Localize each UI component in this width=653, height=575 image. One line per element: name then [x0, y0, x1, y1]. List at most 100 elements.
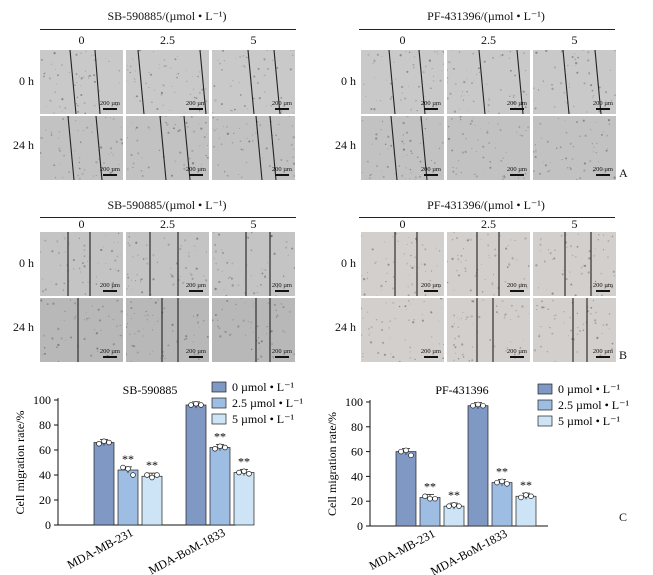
y-tick-label: 40 [39, 468, 51, 482]
data-point [193, 401, 199, 407]
rowA-sb-r0-c0-micrograph: 200 µm [40, 50, 123, 114]
rowB-right-row-24h: 24 h [335, 320, 356, 334]
rowA-pf-r0-c1-micrograph: 200 µm [447, 50, 530, 114]
rowB-pf-r0-c1-micrograph: 200 µm [447, 232, 530, 296]
significance-label: ** [424, 479, 436, 493]
rowB-pf-r1-c2-micrograph: 200 µm [533, 298, 616, 362]
rowB-sb-r1-c2-micrograph: 200 µm [212, 298, 295, 362]
bar-MDA-BoM-1833-1 [491, 482, 513, 527]
bar-MDA-MB-231-1 [419, 497, 441, 527]
scale-bar: 200 µm [186, 100, 206, 110]
data-point [241, 468, 247, 474]
rowA-left-row-24h: 24 h [13, 138, 34, 152]
rowB-right-row-0h: 0 h [341, 256, 356, 270]
y-tick-label: 20 [39, 493, 51, 507]
significance-label: ** [238, 454, 250, 468]
rowB-pf-r1-c0-micrograph: 200 µm [361, 298, 444, 362]
significance-label: ** [122, 452, 134, 466]
scale-bar: 200 µm [507, 348, 527, 358]
rowA-right-header: PF-431396/(µmol • L⁻¹) [427, 9, 545, 23]
scale-bar: 200 µm [593, 166, 613, 176]
scale-bar: 200 µm [593, 100, 613, 110]
significance-label: ** [520, 478, 532, 492]
rowB-sb-r0-c2-micrograph: 200 µm [212, 232, 295, 296]
scale-bar: 200 µm [421, 166, 441, 176]
scale-bar: 200 µm [593, 282, 613, 292]
bar-MDA-MB-231-0 [395, 451, 417, 527]
legend-entry: 2.5 µmol • L⁻¹ [558, 398, 629, 412]
legend-entry: 5 µmol • L⁻¹ [232, 412, 294, 426]
legend-entry: 2.5 µmol • L⁻¹ [232, 396, 303, 410]
y-tick-label: 60 [351, 445, 363, 459]
rowA-right-rule [359, 29, 615, 30]
category-label: MDA-BoM-1833 [428, 526, 509, 575]
chart-pf-431396: PF-431396 0 20 40 60 80 100 Cell migration rate… [325, 382, 629, 575]
scale-bar: 200 µm [100, 348, 120, 358]
scale-bar: 200 µm [100, 166, 120, 176]
bar-MDA-BoM-1833-1 [209, 447, 231, 526]
rowB-pf-r1-c1-micrograph: 200 µm [447, 298, 530, 362]
data-point [470, 402, 476, 409]
y-tick-label: 0 [45, 518, 51, 532]
scale-bar: 200 µm [421, 348, 441, 358]
rowA-right-row-24h: 24 h [335, 138, 356, 152]
legend-entry: 0 µmol • L⁻¹ [558, 382, 620, 396]
rowA-left-rule [40, 29, 296, 30]
scale-bar: 200 µm [507, 100, 527, 110]
data-point [403, 447, 409, 454]
rowB-pf-r0-c0-micrograph: 200 µm [361, 232, 444, 296]
scale-bar: 200 µm [421, 282, 441, 292]
data-point [106, 439, 112, 446]
panel-label-a: A [619, 166, 628, 180]
rowA-left-col-2.5: 2.5 [160, 33, 175, 47]
data-point [198, 402, 204, 408]
data-point [125, 465, 131, 472]
y-axis-label: Cell migration rate/% [13, 411, 27, 515]
data-point [408, 452, 414, 459]
rowA-sb-r0-c2-micrograph: 200 µm [212, 50, 295, 114]
y-tick-label: 100 [345, 395, 363, 409]
data-point [154, 472, 160, 478]
rowB-left-col-5: 5 [250, 217, 257, 231]
data-point [217, 443, 223, 449]
rowB-sb-r0-c1-micrograph: 200 µm [126, 232, 209, 296]
scale-bar: 200 µm [593, 348, 613, 358]
y-tick-label: 60 [39, 443, 51, 457]
rowB-left-row-24h: 24 h [13, 320, 34, 334]
data-point [480, 402, 486, 409]
data-point [236, 469, 242, 476]
data-point [422, 493, 428, 499]
rowA-pf-r1-c2-micrograph: 200 µm [533, 116, 616, 180]
rowA-pf-r0-c2-micrograph: 200 µm [533, 50, 616, 114]
data-point [96, 440, 102, 447]
rowB-sb-r0-c0-micrograph: 200 µm [40, 232, 123, 296]
rowA-pf-r0-c0-micrograph: 200 µm [361, 50, 444, 114]
rowB-pf-r0-c2-micrograph: 200 µm [533, 232, 616, 296]
y-tick-label: 0 [357, 519, 363, 533]
panel-label-c: C [619, 510, 628, 524]
data-point [212, 445, 218, 452]
data-point [427, 495, 433, 502]
data-point [130, 472, 136, 478]
scale-bar: 200 µm [100, 282, 120, 292]
data-point [446, 503, 452, 509]
panel-label-b: B [619, 348, 628, 362]
bar-MDA-BoM-1833-0 [185, 404, 207, 526]
scale-bar: 200 µm [507, 282, 527, 292]
rowA-sb-r1-c2-micrograph: 200 µm [212, 116, 295, 180]
rowA-pf-r1-c0-micrograph: 200 µm [361, 116, 444, 180]
significance-label: ** [214, 429, 226, 443]
legend-swatch [211, 381, 227, 393]
rowA-right-row-0h: 0 h [341, 74, 356, 88]
data-point [504, 481, 510, 487]
rowB-left-col-0: 0 [78, 217, 85, 231]
data-point [499, 478, 505, 485]
y-tick-label: 80 [39, 418, 51, 432]
scale-bar: 200 µm [272, 100, 292, 110]
data-point [120, 464, 126, 471]
scale-bar: 200 µm [100, 100, 120, 110]
rowB-left-row-0h: 0 h [19, 256, 34, 270]
scale-bar: 200 µm [421, 100, 441, 110]
data-point [528, 493, 534, 499]
rowB-sb-r1-c0-micrograph: 200 µm [40, 298, 123, 362]
